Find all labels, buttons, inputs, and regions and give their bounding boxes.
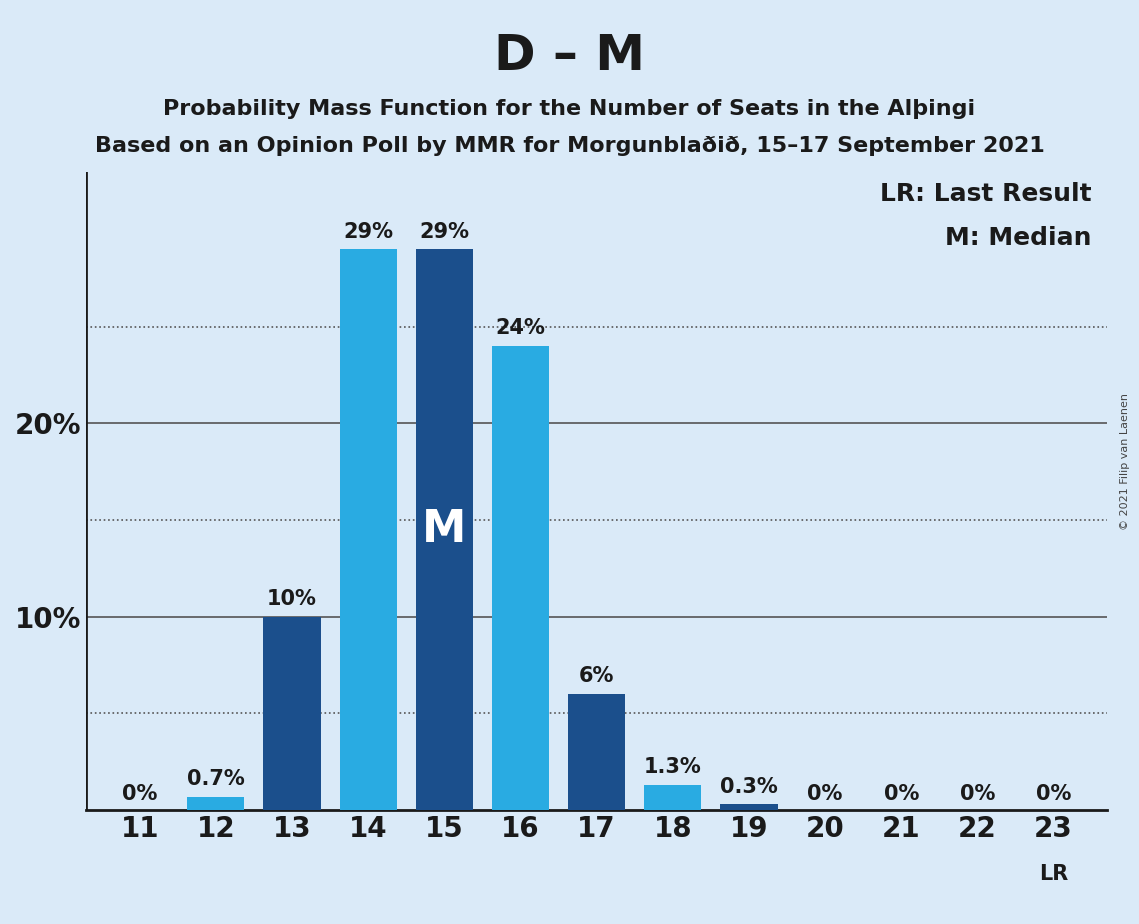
Bar [187, 796, 245, 810]
Text: M: Median: M: Median [945, 226, 1091, 250]
Text: 0%: 0% [1035, 784, 1072, 805]
Text: 24%: 24% [495, 319, 546, 338]
Text: 0.7%: 0.7% [187, 769, 245, 789]
Text: © 2021 Filip van Laenen: © 2021 Filip van Laenen [1121, 394, 1130, 530]
Bar [720, 805, 778, 810]
Bar [416, 249, 473, 810]
Text: 6%: 6% [579, 666, 614, 687]
Text: LR: Last Result: LR: Last Result [880, 182, 1091, 206]
Text: 1.3%: 1.3% [644, 758, 702, 777]
Text: 29%: 29% [343, 222, 393, 242]
Text: D – M: D – M [494, 32, 645, 80]
Text: M: M [423, 508, 467, 552]
Text: 0%: 0% [808, 784, 843, 805]
Bar [568, 694, 625, 810]
Text: Probability Mass Function for the Number of Seats in the Alþingi: Probability Mass Function for the Number… [163, 99, 976, 119]
Bar [263, 617, 320, 810]
Text: 0%: 0% [960, 784, 995, 805]
Text: Based on an Opinion Poll by MMR for Morgunblaðið, 15–17 September 2021: Based on an Opinion Poll by MMR for Morg… [95, 136, 1044, 156]
Text: 0%: 0% [122, 784, 157, 805]
Text: 29%: 29% [419, 222, 469, 242]
Text: LR: LR [1039, 864, 1068, 884]
Bar [492, 346, 549, 810]
Bar [645, 785, 702, 810]
Text: 0%: 0% [884, 784, 919, 805]
Text: 10%: 10% [267, 590, 317, 609]
Bar [339, 249, 396, 810]
Text: 0.3%: 0.3% [720, 776, 778, 796]
